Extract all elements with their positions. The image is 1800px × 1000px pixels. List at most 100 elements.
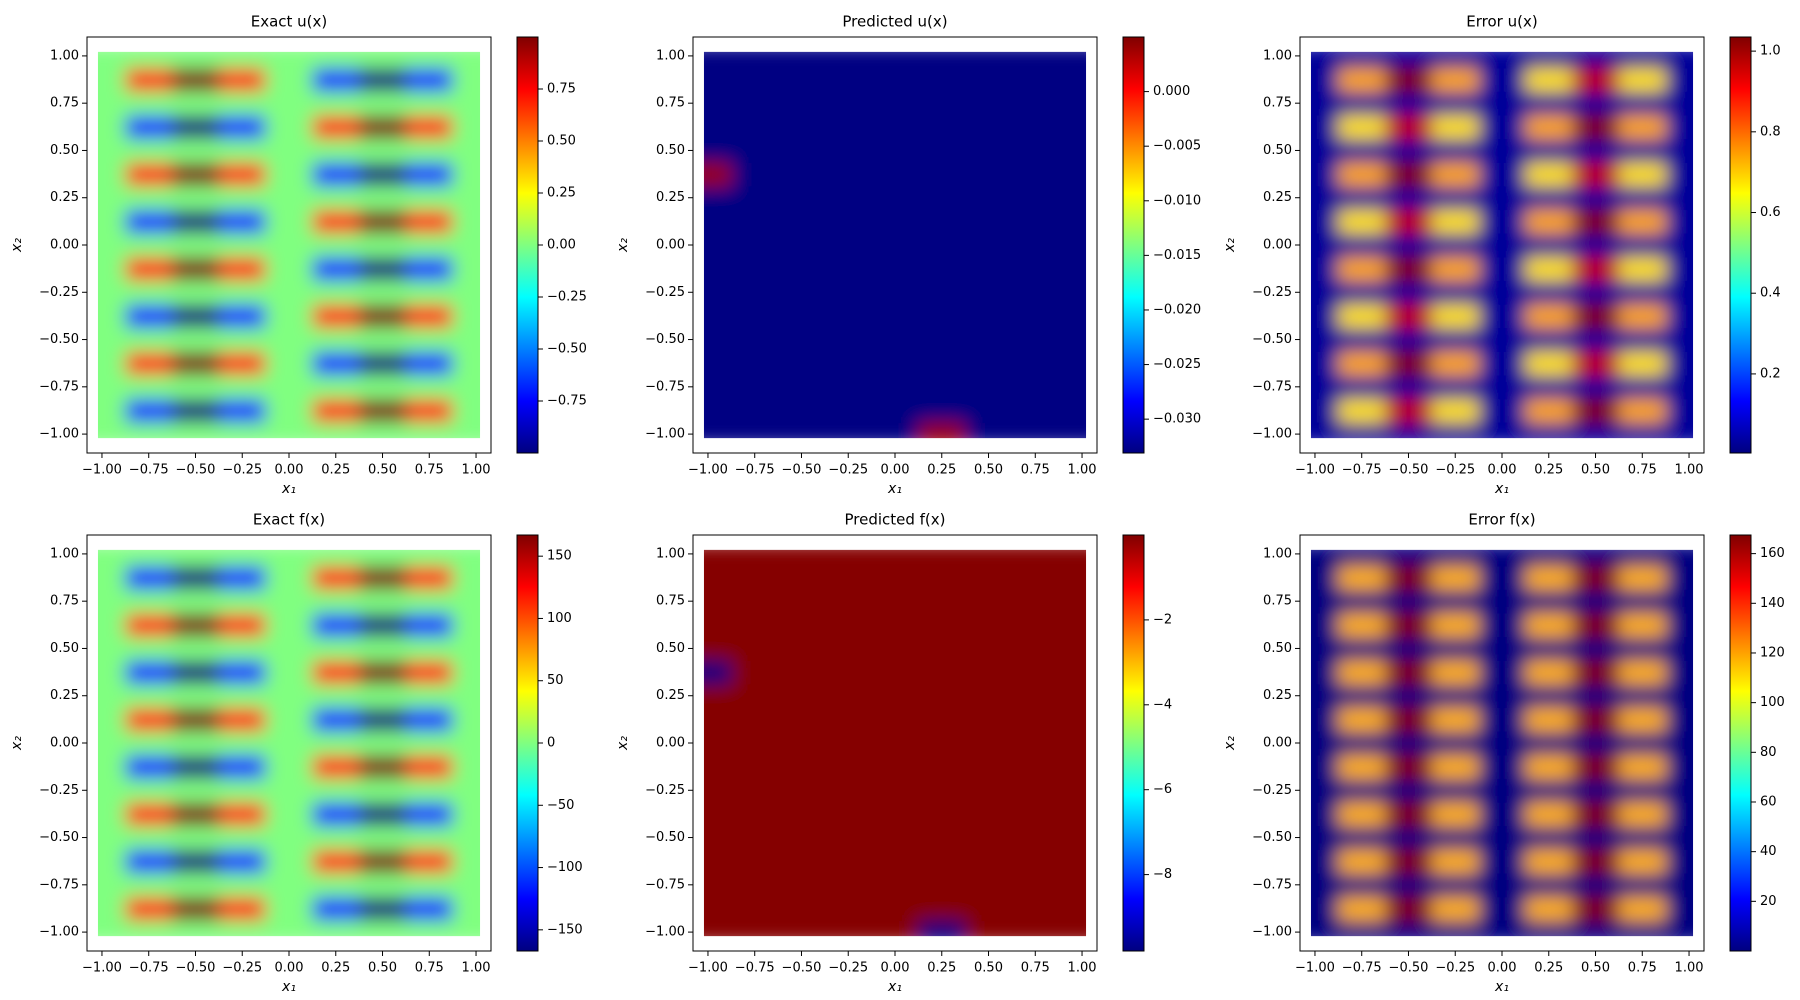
heatmap-cell — [1572, 920, 1620, 937]
heatmap-cell — [359, 115, 407, 140]
heatmap-cell — [312, 256, 360, 281]
heatmap-cell — [703, 327, 732, 352]
heatmap-cell — [965, 398, 1013, 423]
colorbar-tick-label: −8 — [1153, 867, 1172, 882]
heatmap-cell — [405, 613, 454, 638]
heatmap-cell — [1525, 683, 1573, 709]
heatmap-cell — [965, 304, 1013, 329]
heatmap-cell — [125, 825, 173, 850]
heatmap-cell — [452, 613, 481, 638]
heatmap-cell — [703, 422, 732, 439]
heatmap-cell — [1431, 115, 1480, 140]
heatmap-cell — [1431, 51, 1480, 69]
heatmap-cell — [1618, 683, 1667, 709]
heatmap-cell — [1058, 873, 1087, 898]
heatmap-cell — [871, 549, 919, 567]
heatmap-cell — [871, 304, 919, 329]
colorbar-tick-label: 0.000 — [1153, 84, 1190, 99]
x-tick-label: 1.00 — [462, 961, 491, 976]
heatmap-cell — [778, 138, 826, 163]
heatmap-cell — [1665, 51, 1694, 69]
heatmap-cell — [731, 683, 779, 709]
heatmap-cell — [918, 896, 966, 921]
heatmap-cell — [1385, 613, 1433, 638]
heatmap-cell — [1525, 896, 1573, 921]
colorbar-tick-label: −4 — [1153, 697, 1172, 712]
heatmap-cell — [1310, 351, 1339, 376]
y-tick-label: 1.00 — [1263, 48, 1292, 63]
heatmap-cell — [452, 802, 481, 827]
colorbar-tick-label: −0.025 — [1153, 357, 1201, 372]
heatmap-cell — [1310, 327, 1339, 352]
heatmap-cell — [1338, 209, 1386, 234]
heatmap-cell — [218, 707, 267, 732]
heatmap-cell — [1310, 162, 1339, 187]
x-tick-label: 1.00 — [462, 463, 491, 478]
heatmap-cell — [405, 754, 454, 779]
x-tick-label: 0.75 — [415, 961, 444, 976]
heatmap-cell — [1572, 731, 1620, 756]
heatmap-cell — [1525, 256, 1573, 281]
heatmap-cell — [405, 115, 454, 140]
heatmap-cell — [125, 138, 173, 163]
heatmap-cell — [1665, 351, 1694, 376]
y-tick-label: 0.00 — [50, 736, 79, 751]
heatmap-cell — [265, 67, 313, 92]
heatmap-cell — [312, 636, 360, 661]
heatmap-cell — [1618, 138, 1667, 163]
heatmap-cell — [125, 304, 173, 329]
heatmap-cell — [172, 873, 220, 898]
heatmap-cell — [1572, 660, 1620, 685]
heatmap-cell — [731, 304, 779, 329]
heatmap-cell — [965, 636, 1013, 661]
heatmap-cell — [1665, 185, 1694, 211]
heatmap-cell — [1431, 589, 1480, 614]
heatmap-cell — [405, 138, 454, 163]
heatmap-cell — [778, 778, 826, 803]
y-axis-label: x₂ — [1222, 238, 1238, 253]
heatmap-cell — [218, 209, 267, 234]
heatmap-cell — [405, 920, 454, 937]
heatmap-cell — [172, 549, 220, 567]
heatmap-cell — [731, 849, 779, 874]
heatmap-cell — [405, 636, 454, 661]
heatmap-cell — [778, 636, 826, 661]
heatmap-cell — [265, 754, 313, 779]
heatmap-cell — [918, 398, 966, 423]
heatmap-cell — [918, 802, 966, 827]
heatmap-cell — [731, 731, 779, 756]
colorbar-tick-label: 80 — [1760, 745, 1777, 760]
heatmap-cell — [1338, 233, 1386, 258]
x-tick-label: 0.75 — [1021, 463, 1050, 478]
colorbar-tick-label: −50 — [547, 798, 574, 813]
heatmap-cell — [778, 233, 826, 258]
heatmap-cell — [1058, 398, 1087, 423]
y-tick-label: −0.25 — [645, 285, 685, 300]
heatmap-cell — [1525, 731, 1573, 756]
heatmap-cell — [918, 256, 966, 281]
heatmap-cell — [1665, 115, 1694, 140]
heatmap-cell — [1385, 256, 1433, 281]
heatmap-cell — [312, 280, 360, 305]
heatmap-cell — [265, 51, 313, 69]
heatmap-cell — [1058, 185, 1087, 211]
heatmap-cell — [871, 351, 919, 376]
heatmap-cell — [1310, 138, 1339, 163]
heatmap-cell — [312, 398, 360, 423]
heatmap-cell — [1478, 873, 1526, 898]
heatmap-cell — [1385, 896, 1433, 921]
heatmap-cell — [1618, 613, 1667, 638]
heatmap-cell — [703, 707, 732, 732]
heatmap-cell — [172, 778, 220, 803]
y-tick-label: −0.50 — [1252, 830, 1292, 845]
heatmap-cell — [312, 51, 360, 69]
heatmap-cell — [1572, 778, 1620, 803]
heatmap-cell — [1338, 636, 1386, 661]
heatmap-cell — [1431, 422, 1480, 439]
heatmap-cell — [871, 565, 919, 590]
heatmap-cell — [125, 549, 173, 567]
heatmap-cell — [218, 589, 267, 614]
heatmap-cell — [359, 162, 407, 187]
heatmap-cell — [731, 802, 779, 827]
heatmap-cell — [405, 256, 454, 281]
